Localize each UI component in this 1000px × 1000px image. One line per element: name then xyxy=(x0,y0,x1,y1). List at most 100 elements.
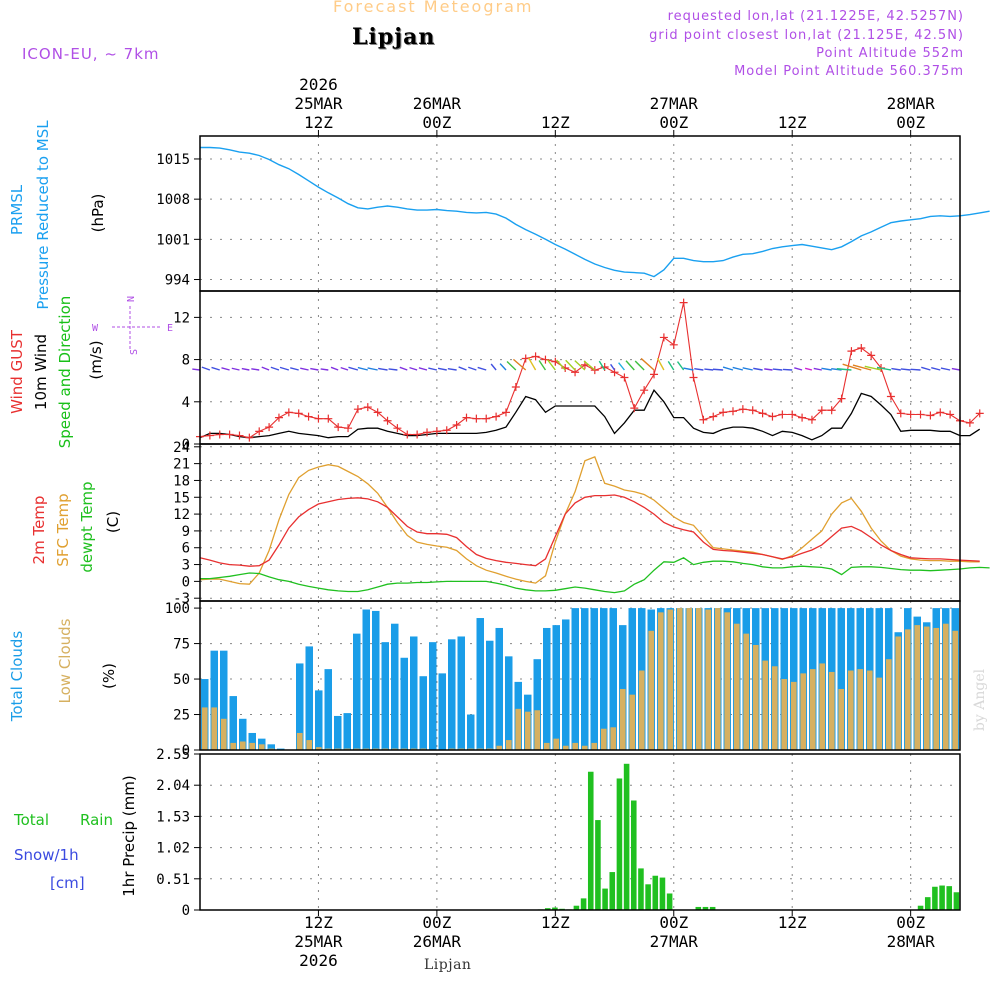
total-cloud-bar xyxy=(628,608,636,750)
panel-frame-clouds xyxy=(199,600,961,751)
low-cloud-bar xyxy=(819,663,826,750)
compass-cross xyxy=(112,306,160,350)
top-time-label: 00Z xyxy=(659,113,688,132)
total-cloud-bar xyxy=(334,715,342,750)
low-cloud-bar xyxy=(258,744,265,750)
wind-direction-arrow xyxy=(378,367,388,371)
total-cloud-bar xyxy=(419,676,427,750)
top-time-label: 25MAR xyxy=(294,94,343,113)
total-cloud-bar xyxy=(305,646,313,750)
gust-marker xyxy=(689,373,698,382)
bottom-time-label: 28MAR xyxy=(887,932,936,951)
total-cloud-bar xyxy=(400,657,408,750)
wind-direction-arrow xyxy=(598,360,606,371)
gust-marker xyxy=(294,409,303,418)
precip-bar xyxy=(580,898,587,910)
gust-marker xyxy=(817,406,826,415)
total-cloud-bar xyxy=(229,696,237,750)
ytick-label-temp: 12 xyxy=(173,507,190,523)
precip-bar xyxy=(616,778,623,910)
bottom-time-label: 26MAR xyxy=(413,932,462,951)
bottom-time-label: 2026 xyxy=(299,951,338,970)
ytick-label-precip: 0.51 xyxy=(156,872,190,888)
total-cloud-bar xyxy=(837,608,845,750)
dewpoint-line xyxy=(200,557,990,594)
ytick-label-precip: 2.55 xyxy=(156,747,190,763)
wind-direction-arrow xyxy=(447,367,457,371)
gust-marker xyxy=(906,410,915,419)
total-cloud-bar xyxy=(600,608,608,750)
wind-direction-arrow xyxy=(634,360,645,371)
low-cloud-bar xyxy=(572,742,579,750)
gust-marker xyxy=(590,366,599,375)
wind-direction-arrow xyxy=(876,366,892,371)
wind-direction-arrow xyxy=(732,366,744,371)
low-cloud-bar xyxy=(600,728,607,750)
low-cloud-bar xyxy=(676,608,683,750)
ytick-label-temp: 15 xyxy=(173,490,190,506)
wind-direction-arrow xyxy=(951,367,961,371)
wind-direction-arrow xyxy=(538,360,547,371)
gust-marker xyxy=(827,406,836,415)
low-cloud-bar xyxy=(515,708,522,750)
wind-unit: (m/s) xyxy=(87,340,105,379)
wind-direction-arrow xyxy=(330,366,339,371)
wind-gust-label: Wind GUST xyxy=(8,329,26,414)
sfc-temp-line xyxy=(199,456,980,585)
compass-w: W xyxy=(92,323,99,334)
wind-direction-arrow xyxy=(290,367,299,371)
wind-direction-arrow xyxy=(357,366,368,371)
ytick-label-temp: 0 xyxy=(182,574,190,590)
wind-direction-arrow xyxy=(931,367,941,371)
precip-bar xyxy=(695,906,702,910)
total-cloud-bar xyxy=(467,714,475,750)
precip-total-label: Total xyxy=(13,811,49,829)
wind-direction-arrow xyxy=(694,367,704,371)
wind-direction-arrow xyxy=(712,368,724,371)
low-cloud-bar xyxy=(809,669,816,750)
low-cloud-bar xyxy=(230,742,237,750)
total-cloud-bar xyxy=(410,636,418,750)
total-cloud-bar xyxy=(581,608,589,750)
total-cloud-bar xyxy=(381,642,389,750)
precip-bar xyxy=(573,905,580,910)
gust-marker xyxy=(265,423,274,432)
total-cloud-bar xyxy=(476,618,484,750)
gust-marker xyxy=(442,426,451,435)
total-cloud-bar xyxy=(571,608,579,750)
top-time-label: 26MAR xyxy=(413,94,462,113)
footer-location: Lipjan xyxy=(424,957,472,973)
precip-bar xyxy=(544,908,551,910)
wind-direction-arrow xyxy=(221,367,230,371)
top-time-label: 12Z xyxy=(304,113,333,132)
wind-direction-arrow xyxy=(428,367,438,371)
low-clouds-label: Low Clouds xyxy=(56,618,74,703)
wind-direction-arrow xyxy=(852,364,872,371)
low-cloud-bar xyxy=(534,710,541,750)
gust-marker xyxy=(640,386,649,395)
wind-direction-arrow xyxy=(367,367,378,371)
precip-rain-label: Rain xyxy=(80,811,113,829)
low-cloud-bar xyxy=(581,745,588,750)
total-cloud-bar xyxy=(353,633,361,750)
total-cloud-bar xyxy=(220,650,228,750)
low-cloud-bar xyxy=(505,740,512,750)
low-cloud-bar xyxy=(201,707,208,750)
total-cloud-bar xyxy=(533,659,541,750)
gust-marker xyxy=(679,298,688,307)
gust-marker xyxy=(225,430,234,439)
watermark: by Angel xyxy=(972,668,988,731)
low-cloud-bar xyxy=(714,608,721,750)
gust-marker xyxy=(946,410,955,419)
gust-marker xyxy=(403,430,412,439)
gust-marker xyxy=(798,413,807,422)
model-altitude: Model Point Altitude 560.375m xyxy=(734,64,964,79)
gust-marker xyxy=(363,403,372,412)
wind-gust-line xyxy=(199,302,981,439)
precip-bar xyxy=(702,906,709,910)
low-cloud-bar xyxy=(315,747,322,750)
total-cloud-bar xyxy=(267,744,275,750)
low-cloud-bar xyxy=(762,660,769,750)
wind-direction-arrow xyxy=(676,361,685,371)
low-cloud-bar xyxy=(543,742,550,750)
